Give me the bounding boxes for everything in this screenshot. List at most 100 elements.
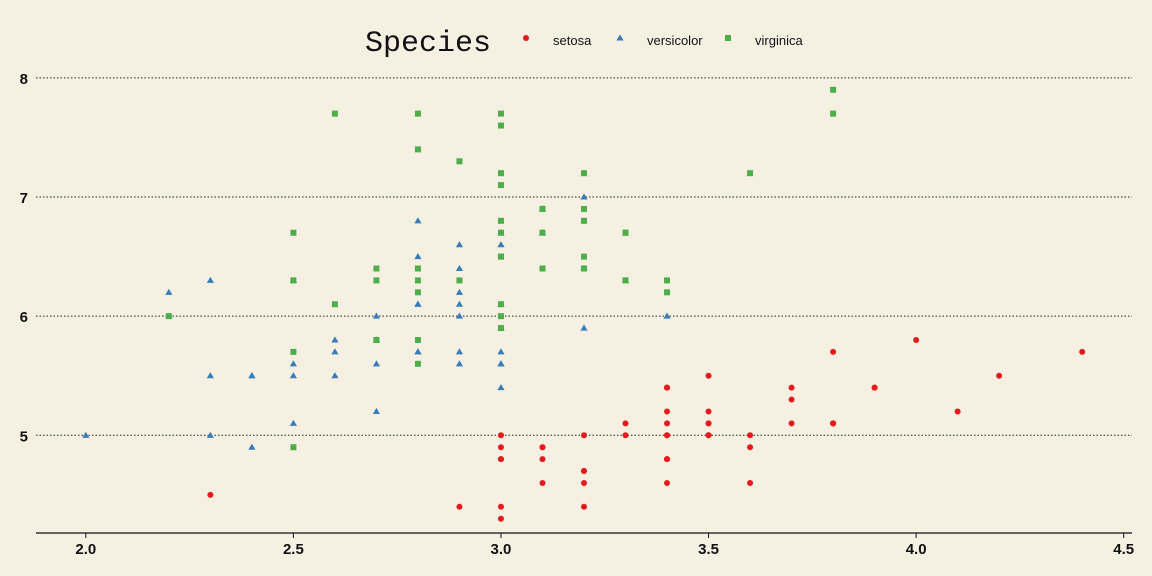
data-point-versicolor <box>331 336 339 343</box>
data-point-versicolor <box>455 288 464 295</box>
data-point-virginica <box>497 122 504 129</box>
data-point-versicolor <box>289 372 297 379</box>
data-point-versicolor <box>248 372 256 379</box>
data-point-virginica <box>830 86 837 93</box>
data-point-versicolor <box>331 372 339 379</box>
data-point-setosa <box>581 479 587 486</box>
legend: Species setosa versicolor virginica <box>365 27 803 61</box>
data-point-setosa <box>664 456 671 463</box>
data-point-setosa <box>539 479 546 486</box>
data-point-versicolor <box>289 360 297 367</box>
data-point-setosa <box>581 503 587 510</box>
data-point-virginica <box>373 265 380 272</box>
data-point-versicolor <box>455 360 464 367</box>
data-point-versicolor <box>165 288 173 295</box>
data-point-virginica <box>664 277 671 284</box>
data-point-virginica <box>456 277 463 284</box>
data-point-virginica <box>290 348 297 355</box>
legend-title: Species <box>365 27 491 61</box>
grid <box>36 77 1132 436</box>
data-point-versicolor <box>331 348 339 355</box>
data-point-setosa <box>996 372 1003 379</box>
data-point-setosa <box>705 372 712 379</box>
data-point-virginica <box>414 110 421 117</box>
data-point-versicolor <box>455 312 464 319</box>
data-point-versicolor <box>455 348 464 355</box>
data-point-setosa <box>497 432 504 439</box>
data-point-versicolor <box>497 348 505 355</box>
legend-marker-virginica <box>725 35 731 41</box>
data-point-versicolor <box>206 372 214 379</box>
data-point-versicolor <box>580 193 588 200</box>
x-tick-label: 3.5 <box>698 541 719 558</box>
data-point-setosa <box>664 479 671 486</box>
data-point-versicolor <box>289 419 297 426</box>
x-tick-label: 2.0 <box>75 541 96 558</box>
data-point-setosa <box>497 456 504 463</box>
data-point-virginica <box>539 265 546 272</box>
data-point-setosa <box>581 468 587 475</box>
data-point-virginica <box>497 182 504 189</box>
data-point-setosa <box>913 336 920 343</box>
data-point-versicolor <box>414 348 422 355</box>
data-point-setosa <box>622 420 629 427</box>
data-point-setosa <box>456 503 463 510</box>
data-point-versicolor <box>82 431 90 438</box>
data-point-virginica <box>747 170 754 177</box>
legend-label: setosa <box>553 33 592 48</box>
data-point-virginica <box>497 217 504 224</box>
data-point-versicolor <box>206 276 214 283</box>
x-tick-label: 2.5 <box>283 541 304 558</box>
data-point-setosa <box>497 515 504 522</box>
data-point-virginica <box>373 336 380 343</box>
data-point-virginica <box>497 325 504 332</box>
data-point-virginica <box>497 229 504 236</box>
data-point-virginica <box>290 277 297 284</box>
data-point-virginica <box>290 444 297 451</box>
data-point-virginica <box>581 265 587 272</box>
data-point-versicolor <box>414 217 422 224</box>
data-point-versicolor <box>455 264 464 272</box>
data-point-setosa <box>664 408 671 415</box>
legend-item-setosa: setosa <box>523 33 592 48</box>
data-point-setosa <box>207 491 214 498</box>
data-point-virginica <box>622 277 629 284</box>
data-point-virginica <box>165 313 172 320</box>
x-tick-label: 4.0 <box>906 541 927 558</box>
x-tick-label: 4.5 <box>1113 541 1134 558</box>
data-point-virginica <box>581 170 587 177</box>
data-point-virginica <box>581 253 587 260</box>
legend-item-versicolor: versicolor <box>616 33 703 48</box>
data-point-setosa <box>705 432 712 439</box>
data-point-virginica <box>290 229 297 236</box>
data-point-virginica <box>622 229 629 236</box>
data-point-virginica <box>414 277 421 284</box>
data-point-virginica <box>497 110 504 117</box>
data-point-virginica <box>456 158 463 165</box>
legend-label: virginica <box>755 33 803 48</box>
data-point-versicolor <box>414 252 422 260</box>
x-axis: 2.0 2.5 3.0 3.5 4.0 4.5 <box>36 532 1134 558</box>
data-point-virginica <box>497 301 504 308</box>
data-point-setosa <box>705 420 712 427</box>
legend-label: versicolor <box>647 33 703 48</box>
data-point-setosa <box>539 444 546 451</box>
data-point-versicolor <box>372 360 381 367</box>
data-point-virginica <box>581 205 587 212</box>
data-point-setosa <box>788 384 795 391</box>
data-point-versicolor <box>248 443 256 450</box>
data-point-versicolor <box>206 431 214 438</box>
data-point-setosa <box>788 420 795 427</box>
data-point-virginica <box>539 205 546 212</box>
legend-marker-versicolor <box>616 34 624 41</box>
data-point-setosa <box>830 420 837 427</box>
y-axis: 5 6 7 8 <box>20 71 28 445</box>
data-point-setosa <box>830 348 837 355</box>
y-tick-label: 6 <box>20 309 28 326</box>
data-point-virginica <box>373 277 380 284</box>
data-point-setosa <box>622 432 629 439</box>
plot-points <box>82 86 1086 522</box>
data-point-versicolor <box>372 312 381 319</box>
y-tick-label: 7 <box>20 190 28 207</box>
